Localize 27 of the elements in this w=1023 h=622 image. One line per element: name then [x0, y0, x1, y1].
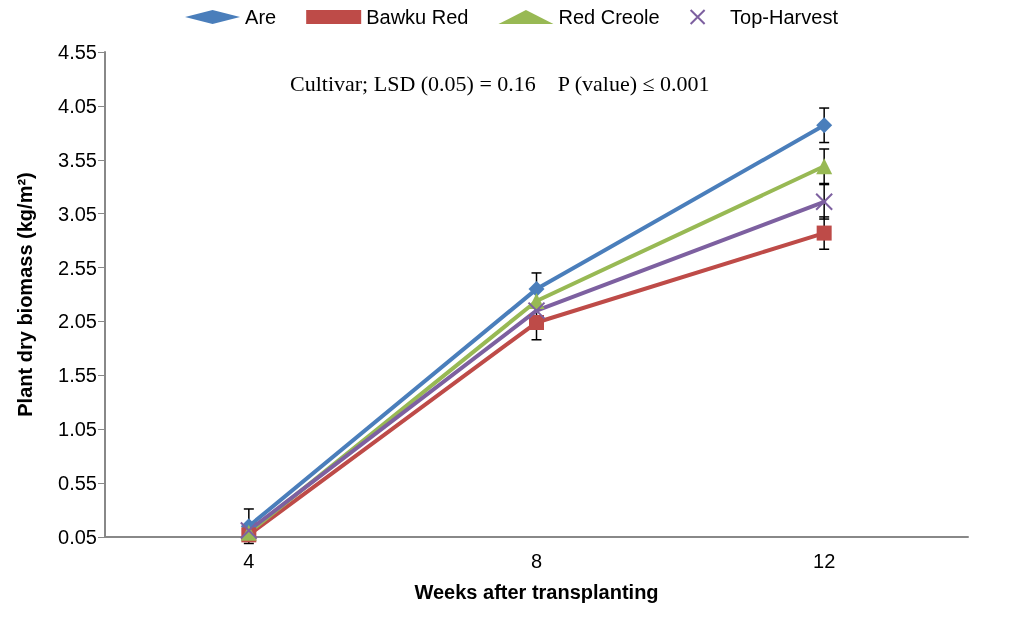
- legend-label: Top-Harvest: [730, 6, 839, 28]
- y-tick-label: 0.55: [58, 472, 97, 495]
- point: [529, 315, 544, 331]
- y-tick-label: 3.05: [58, 202, 97, 225]
- x-axis-title: Weeks after transplanting: [414, 581, 659, 603]
- y-tick-label: 3.55: [58, 148, 97, 171]
- legend-label: Are: [245, 6, 277, 28]
- point: [816, 158, 833, 175]
- point: [816, 225, 832, 241]
- y-tick-label: 1.05: [58, 418, 97, 441]
- x-tick-label: 4: [243, 550, 255, 572]
- y-tick-label: 4.55: [58, 41, 97, 63]
- y-tick-label: 4.05: [58, 94, 97, 117]
- point: [528, 281, 545, 298]
- legend-label: Bawku Red: [366, 6, 469, 28]
- point: [527, 301, 546, 320]
- annotation: Cultivar; LSD (0.05) = 0.16 P (value) ≤ 0.001: [290, 70, 710, 96]
- point: [816, 117, 833, 134]
- y-tick-label: 1.55: [58, 364, 97, 387]
- y-tick-label: 2.05: [58, 310, 97, 333]
- y-tick-label: 2.55: [58, 256, 97, 279]
- y-tick-label: 0.05: [58, 526, 97, 548]
- point: [815, 192, 834, 211]
- x-tick-label: 8: [530, 550, 543, 572]
- y-axis-title: Plant dry biomass (kg/m²): [14, 172, 36, 417]
- legend-label: Red Creole: [558, 6, 660, 28]
- x-tick-label: 12: [813, 550, 836, 572]
